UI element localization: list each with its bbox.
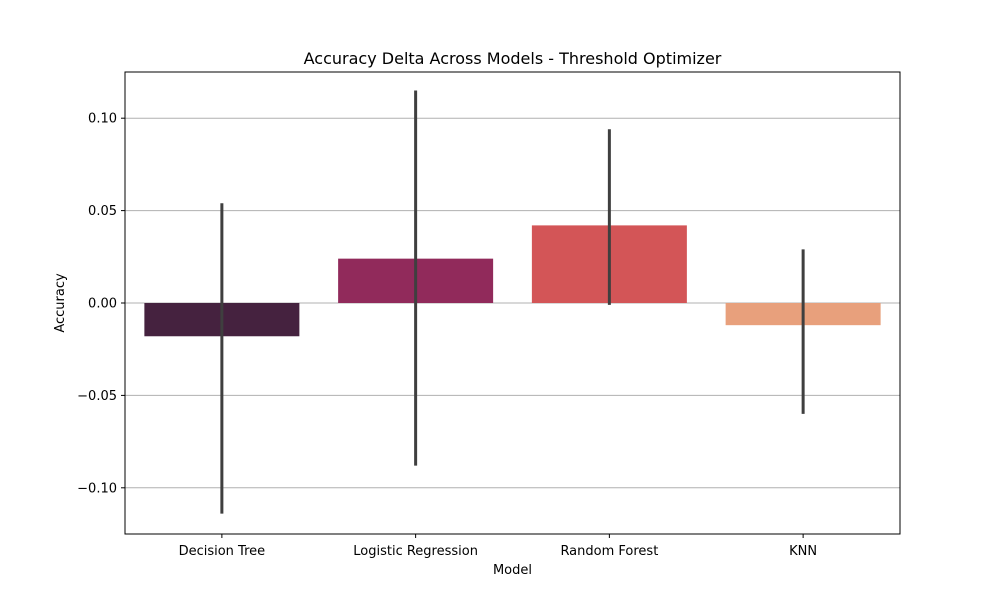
errorbars-layer — [220, 90, 805, 514]
x-tick-label: KNN — [789, 544, 817, 559]
y-tick-label: 0.00 — [88, 297, 117, 312]
chart-title: Accuracy Delta Across Models - Threshold… — [304, 49, 722, 68]
y-tick-label: −0.05 — [77, 389, 117, 404]
y-tick-label: 0.05 — [88, 204, 117, 219]
bars-layer — [144, 225, 881, 337]
y-axis-label: Accuracy — [53, 273, 68, 333]
x-tick-label: Random Forest — [560, 544, 658, 559]
y-tick-label: 0.10 — [88, 112, 117, 127]
y-ticks: 0.10 0.05 0.00 −0.05 −0.10 — [77, 112, 125, 496]
x-axis-label: Model — [493, 563, 532, 578]
x-tick-label: Logistic Regression — [353, 544, 478, 559]
x-tick-label: Decision Tree — [179, 544, 266, 559]
y-tick-label: −0.10 — [77, 481, 117, 496]
x-ticks: Decision Tree Logistic Regression Random F… — [179, 534, 817, 559]
